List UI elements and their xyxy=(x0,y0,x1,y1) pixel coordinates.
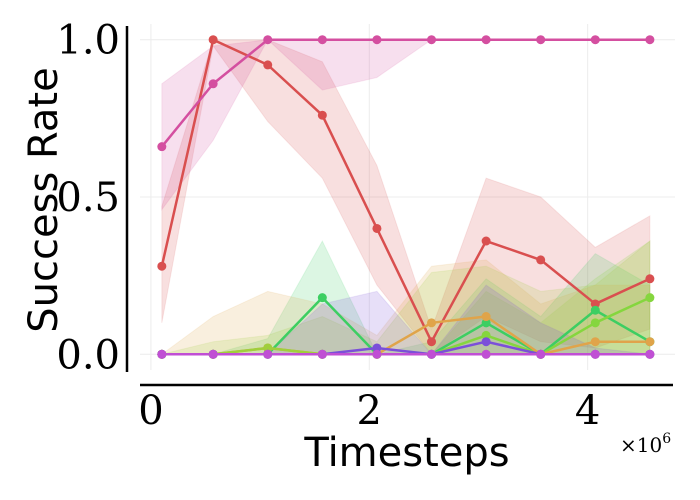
x-tick-label-2: 4 xyxy=(575,388,600,434)
series-5-point-2 xyxy=(263,343,273,353)
series-1-point-4 xyxy=(372,35,382,45)
series-1-point-3 xyxy=(317,35,327,45)
series-7-point-6 xyxy=(481,349,491,359)
y-axis-label: Success Rate xyxy=(21,67,67,332)
x-multiplier-exponent: 6 xyxy=(662,431,671,447)
series-7-point-4 xyxy=(372,349,382,359)
y-tick-labels: 0.0 0.5 1.0 xyxy=(56,18,120,379)
series-1-point-1 xyxy=(208,79,218,89)
series-0-line xyxy=(160,38,651,343)
series-4-point-9 xyxy=(645,337,655,347)
series-6-point-4 xyxy=(372,343,382,353)
x-axis-label: Timesteps xyxy=(303,430,509,476)
series-3-point-6 xyxy=(481,330,491,340)
series-7-point-5 xyxy=(427,349,437,359)
series-0-point-0 xyxy=(157,261,167,271)
series-0-band xyxy=(161,39,651,355)
series-1-point-9 xyxy=(645,35,655,45)
series-3-point-8 xyxy=(590,318,600,328)
series-6-point-6 xyxy=(481,337,491,347)
series-7-point-0 xyxy=(157,349,167,359)
y-tick-label-0: 0.0 xyxy=(56,332,120,378)
series-7-point-9 xyxy=(645,349,655,359)
series-0-point-7 xyxy=(536,255,546,265)
series-points xyxy=(157,35,655,359)
series-2-point-8 xyxy=(590,305,600,315)
y-tick-label-1: 0.5 xyxy=(56,175,120,221)
x-tick-labels: 0 2 4 xyxy=(138,388,600,434)
series-0-point-8 xyxy=(590,299,600,309)
series-4-point-6 xyxy=(481,312,491,322)
series-1-point-5 xyxy=(427,35,437,45)
series-7-point-1 xyxy=(208,349,218,359)
series-4-point-5 xyxy=(427,318,437,328)
x-tick-label-1: 2 xyxy=(357,388,382,434)
series-1-point-8 xyxy=(590,35,600,45)
series-2-point-6 xyxy=(481,318,491,328)
series-0-point-2 xyxy=(263,60,273,70)
series-7-point-2 xyxy=(263,349,273,359)
series-7-point-8 xyxy=(590,349,600,359)
series-1-point-0 xyxy=(157,142,167,152)
series-1-point-2 xyxy=(263,35,273,45)
series-3-point-9 xyxy=(645,293,655,303)
x-multiplier-base: ×10 xyxy=(620,433,662,457)
series-0-point-5 xyxy=(427,337,437,347)
series-0-point-3 xyxy=(317,110,327,120)
series-0-point-9 xyxy=(645,274,655,284)
series-0-point-6 xyxy=(481,236,491,246)
series-lines xyxy=(160,38,651,356)
series-2-point-3 xyxy=(317,293,327,303)
series-0-point-1 xyxy=(208,35,218,45)
series-4-point-8 xyxy=(590,337,600,347)
x-tick-label-0: 0 xyxy=(138,388,163,434)
series-1-point-6 xyxy=(481,35,491,45)
series-7-point-7 xyxy=(536,349,546,359)
series-1-point-7 xyxy=(536,35,546,45)
series-1-line xyxy=(160,38,650,148)
series-7-point-3 xyxy=(317,349,327,359)
series-0-point-4 xyxy=(372,223,382,233)
x-axis-multiplier: ×106 xyxy=(620,431,671,457)
y-tick-label-2: 1.0 xyxy=(56,18,120,64)
